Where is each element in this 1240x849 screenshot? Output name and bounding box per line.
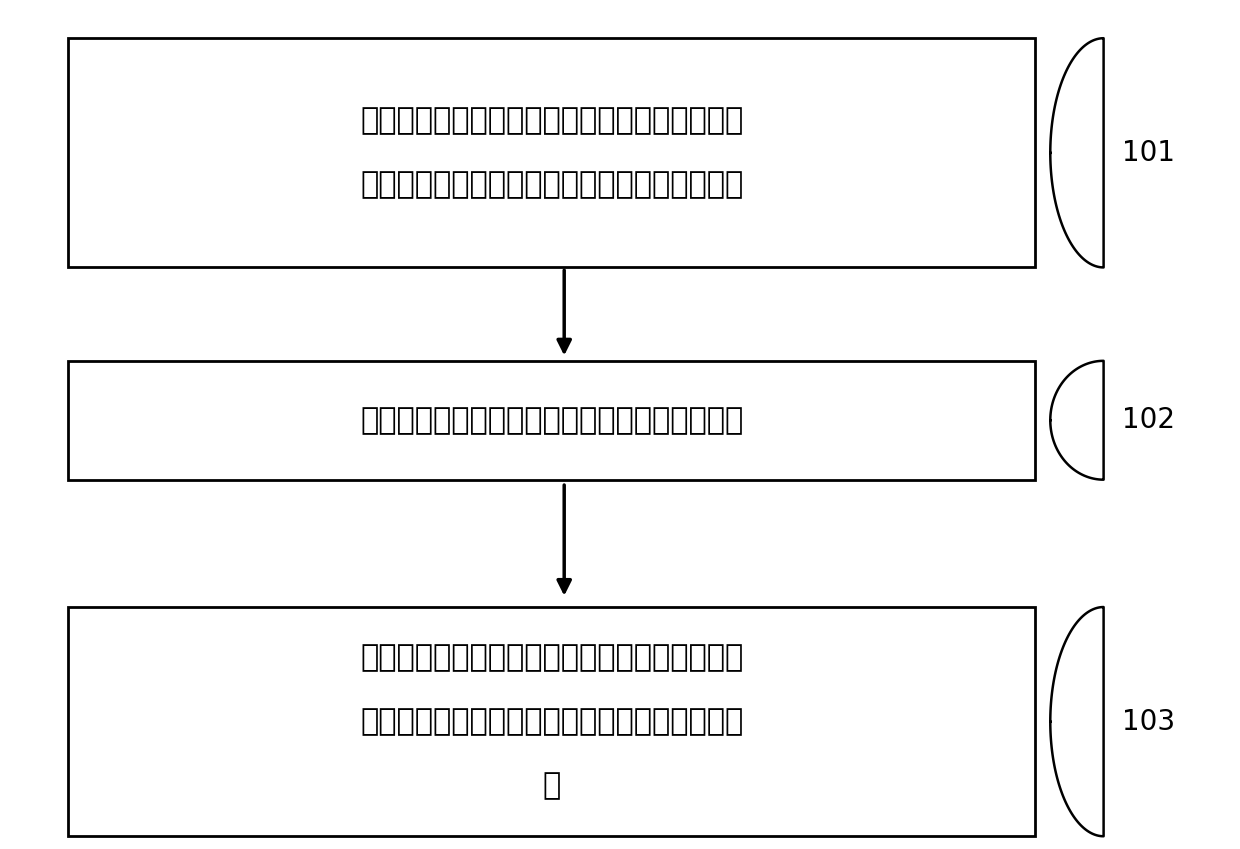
Text: 103: 103 [1122, 708, 1176, 735]
Text: 断开所述射频传导馈点和所述第二信号承接馈点: 断开所述射频传导馈点和所述第二信号承接馈点 [360, 406, 744, 435]
Text: 101: 101 [1122, 139, 1176, 166]
FancyBboxPatch shape [68, 361, 1035, 480]
Text: 102: 102 [1122, 407, 1176, 434]
Text: 承接馈点，用于对所述射频电路模块进行辐射测: 承接馈点，用于对所述射频电路模块进行辐射测 [360, 707, 744, 736]
Text: 连接和导通所述射频传导馈点和所述第二信号承: 连接和导通所述射频传导馈点和所述第二信号承 [360, 106, 744, 136]
Text: 试: 试 [543, 771, 560, 800]
FancyBboxPatch shape [68, 38, 1035, 267]
Text: 再连接和导通所述射频传导馈点和所述第二信号: 再连接和导通所述射频传导馈点和所述第二信号 [360, 644, 744, 672]
FancyBboxPatch shape [68, 607, 1035, 836]
Text: 接馈点，用于对所述射频电路模块进行传导测试: 接馈点，用于对所述射频电路模块进行传导测试 [360, 170, 744, 200]
